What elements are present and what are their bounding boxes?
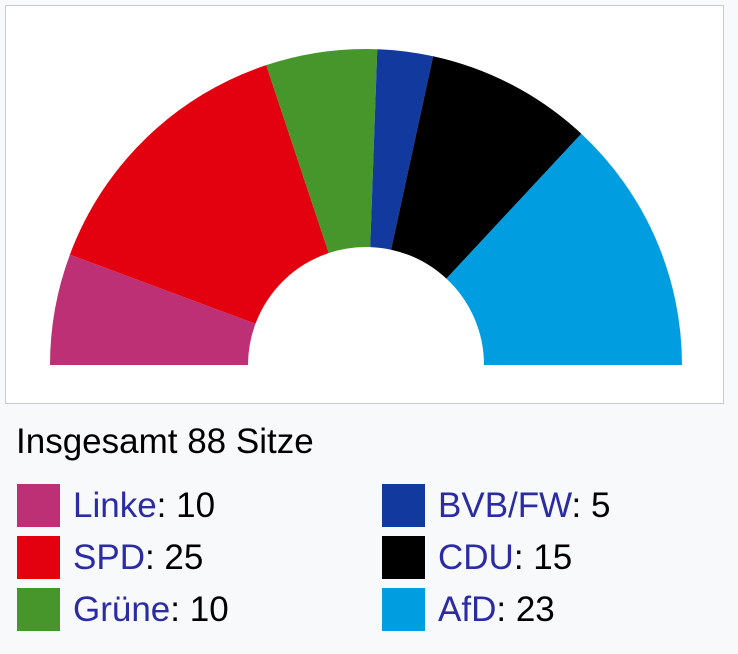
legend-separator: : xyxy=(144,538,165,577)
legend-seat-count: 25 xyxy=(164,538,204,577)
legend-label: Linke: 10 xyxy=(73,484,215,527)
seat-chart-panel xyxy=(5,5,724,404)
legend-item: CDU: 15 xyxy=(382,536,610,579)
legend-column-right: BVB/FW: 5 CDU: 15 AfD: 23 xyxy=(382,484,610,640)
legend-separator: : xyxy=(170,590,190,629)
legend-color-swatch xyxy=(17,588,60,631)
total-seats-title: Insgesamt 88 Sitze xyxy=(16,422,314,461)
legend-item: Linke: 10 xyxy=(17,484,229,527)
legend-separator: : xyxy=(513,538,534,577)
legend-label: AfD: 23 xyxy=(438,588,555,631)
legend-separator: : xyxy=(496,590,516,629)
legend-color-swatch xyxy=(382,588,425,631)
legend-item: AfD: 23 xyxy=(382,588,610,631)
legend-color-swatch xyxy=(382,536,425,579)
legend-item: BVB/FW: 5 xyxy=(382,484,610,527)
seat-segment-spd xyxy=(69,65,329,324)
legend-color-swatch xyxy=(17,536,60,579)
legend-label: CDU: 15 xyxy=(438,536,572,579)
legend-party-link[interactable]: SPD xyxy=(73,538,145,577)
legend-seat-count: 23 xyxy=(515,590,555,629)
legend-color-swatch xyxy=(17,484,60,527)
seat-segment-grüne xyxy=(266,48,378,254)
seat-segment-cdu xyxy=(391,56,582,279)
legend-item: SPD: 25 xyxy=(17,536,229,579)
legend-label: BVB/FW: 5 xyxy=(438,484,610,527)
seat-segment-afd xyxy=(446,133,682,365)
legend-party-link[interactable]: Grüne xyxy=(73,590,171,629)
legend-seat-count: 10 xyxy=(189,590,229,629)
legend-party-link[interactable]: AfD xyxy=(438,590,497,629)
legend-separator: : xyxy=(156,486,177,525)
legend-column-left: Linke: 10 SPD: 25 Grüne: 10 xyxy=(17,484,229,640)
legend-seat-count: 5 xyxy=(591,486,611,525)
hemicycle-chart xyxy=(50,48,682,365)
legend-label: SPD: 25 xyxy=(73,536,203,579)
legend-seat-count: 10 xyxy=(176,486,216,525)
legend-seat-count: 15 xyxy=(533,538,573,577)
legend-item: Grüne: 10 xyxy=(17,588,229,631)
seat-segment-linke xyxy=(50,254,256,365)
legend-party-link[interactable]: CDU xyxy=(438,538,514,577)
legend-label: Grüne: 10 xyxy=(73,588,229,631)
legend-color-swatch xyxy=(382,484,425,527)
seat-segment-bvb-fw xyxy=(370,49,434,250)
legend-separator: : xyxy=(571,486,591,525)
legend-party-link[interactable]: BVB/FW xyxy=(438,486,572,525)
legend-party-link[interactable]: Linke xyxy=(73,486,157,525)
